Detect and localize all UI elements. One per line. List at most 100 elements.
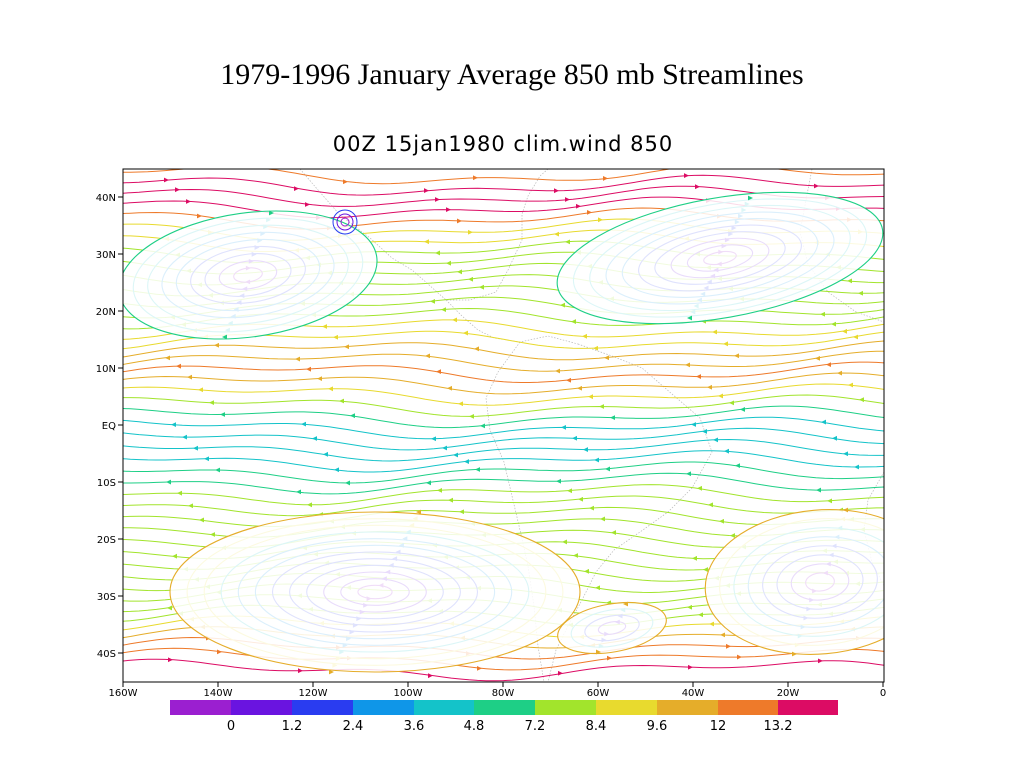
colorbar-swatch-4 (414, 700, 474, 715)
streamline-arrow (210, 532, 215, 537)
streamline-arrow (562, 539, 567, 545)
streamline (123, 450, 884, 473)
streamline-arrow (565, 239, 570, 245)
streamline (123, 461, 884, 484)
streamline-arrow (172, 553, 177, 559)
streamline-arrow (164, 177, 169, 183)
colorbar-label-3: 3.6 (404, 719, 425, 734)
streamline-arrow (176, 363, 181, 369)
streamline-arrow (697, 485, 702, 491)
streamline-arrow (294, 186, 299, 192)
streamline-arrow (611, 530, 616, 535)
streamline-arrow (322, 324, 327, 329)
streamline-arrow (222, 334, 227, 340)
colorbar-label-1: 1.2 (282, 719, 303, 734)
gyre-contour (123, 210, 378, 340)
streamline-arrow (843, 507, 848, 513)
streamline-arrow (426, 480, 431, 486)
streamline-arrow (344, 344, 349, 350)
streamline-arrow (296, 489, 301, 495)
streamline-arrow (298, 668, 303, 674)
streamline-arrow (424, 239, 429, 245)
streamline-arrow (457, 269, 462, 275)
lat-tick-10s: 10S (97, 478, 116, 489)
streamline-arrow (323, 451, 328, 457)
streamline-arrow (425, 353, 430, 359)
streamline-arrow (582, 333, 587, 339)
streamline-arrow (204, 456, 209, 462)
streamline-arrow (213, 169, 214, 170)
streamline-arrow (468, 229, 473, 235)
streamline-arrow (596, 649, 601, 655)
lat-tick-eq: EQ (102, 421, 116, 432)
streamline-arrow (598, 217, 603, 223)
colorbar-label-7: 9.6 (647, 719, 668, 734)
streamline (123, 484, 884, 506)
streamline-arrow (583, 447, 588, 452)
streamline-arrow (554, 188, 559, 194)
streamline-arrow (853, 334, 858, 340)
north-america-coastline (299, 169, 549, 301)
streamline-arrow (165, 355, 170, 361)
colorbar-swatch-1 (231, 700, 292, 715)
colorbar-swatch-10 (778, 700, 838, 715)
colorbar-label-5: 7.2 (525, 719, 546, 734)
lon-tick-40w: 40W (682, 688, 705, 699)
streamline-arrow (573, 553, 578, 558)
streamline-arrow (718, 393, 723, 399)
streamline-arrow (577, 385, 582, 391)
streamline-arrow (821, 419, 826, 425)
streamline-arrow (469, 414, 474, 419)
streamline-arrow (730, 533, 735, 538)
streamline-arrow (814, 183, 819, 189)
colorbar-swatch-6 (535, 700, 596, 715)
streamline (123, 416, 884, 440)
streamline-arrow (269, 210, 274, 216)
streamline-arrow (576, 203, 581, 209)
streamline-arrow (692, 555, 697, 561)
streamline-arrow (175, 187, 180, 193)
lat-tick-40s: 40S (97, 649, 116, 660)
streamline-arrow (713, 437, 718, 443)
colorbar-swatch-9 (718, 700, 778, 715)
streamline-arrow (197, 213, 202, 219)
eddy-contour (332, 209, 358, 235)
streamline-arrow (686, 471, 691, 477)
streamline-arrow (424, 188, 429, 193)
streamline-arrow (305, 202, 310, 207)
streamline-arrow (452, 317, 457, 323)
streamline-arrow (416, 509, 421, 515)
streamline-arrow (578, 496, 583, 502)
streamline-arrow (827, 498, 832, 504)
streamline-arrow (594, 457, 599, 463)
streamline-arrow (565, 197, 570, 202)
streamline-arrow (556, 478, 561, 484)
streamline-arrow (604, 355, 609, 361)
colorbar-label-9: 13.2 (764, 719, 793, 734)
gyre-contour (556, 191, 884, 325)
streamline-arrow (558, 670, 563, 676)
streamline-arrow (468, 276, 473, 282)
streamline-arrow (707, 384, 712, 390)
streamline (123, 383, 884, 406)
streamline-arrow (477, 665, 482, 671)
colorbar-label-0: 0 (227, 719, 235, 734)
streamline-arrow (687, 604, 692, 610)
streamline-arrow (463, 330, 468, 336)
colorbar-swatch-7 (596, 700, 657, 715)
streamline-arrow (723, 341, 728, 347)
streamline-arrow (447, 385, 452, 391)
streamline-arrow (600, 516, 605, 522)
streamline-arrow (735, 463, 740, 469)
streamline-arrow (726, 643, 731, 649)
streamline-arrow (431, 436, 436, 442)
streamline-arrow (436, 369, 441, 375)
lon-tick-20w: 20W (777, 688, 800, 699)
lon-tick-0: 0 (880, 688, 886, 699)
streamline-arrow (729, 400, 734, 406)
streamline-arrow (446, 207, 451, 213)
streamline-arrow (214, 342, 219, 348)
streamline-arrow (475, 467, 480, 472)
streamline-arrow (442, 445, 447, 451)
streamline (123, 394, 884, 417)
